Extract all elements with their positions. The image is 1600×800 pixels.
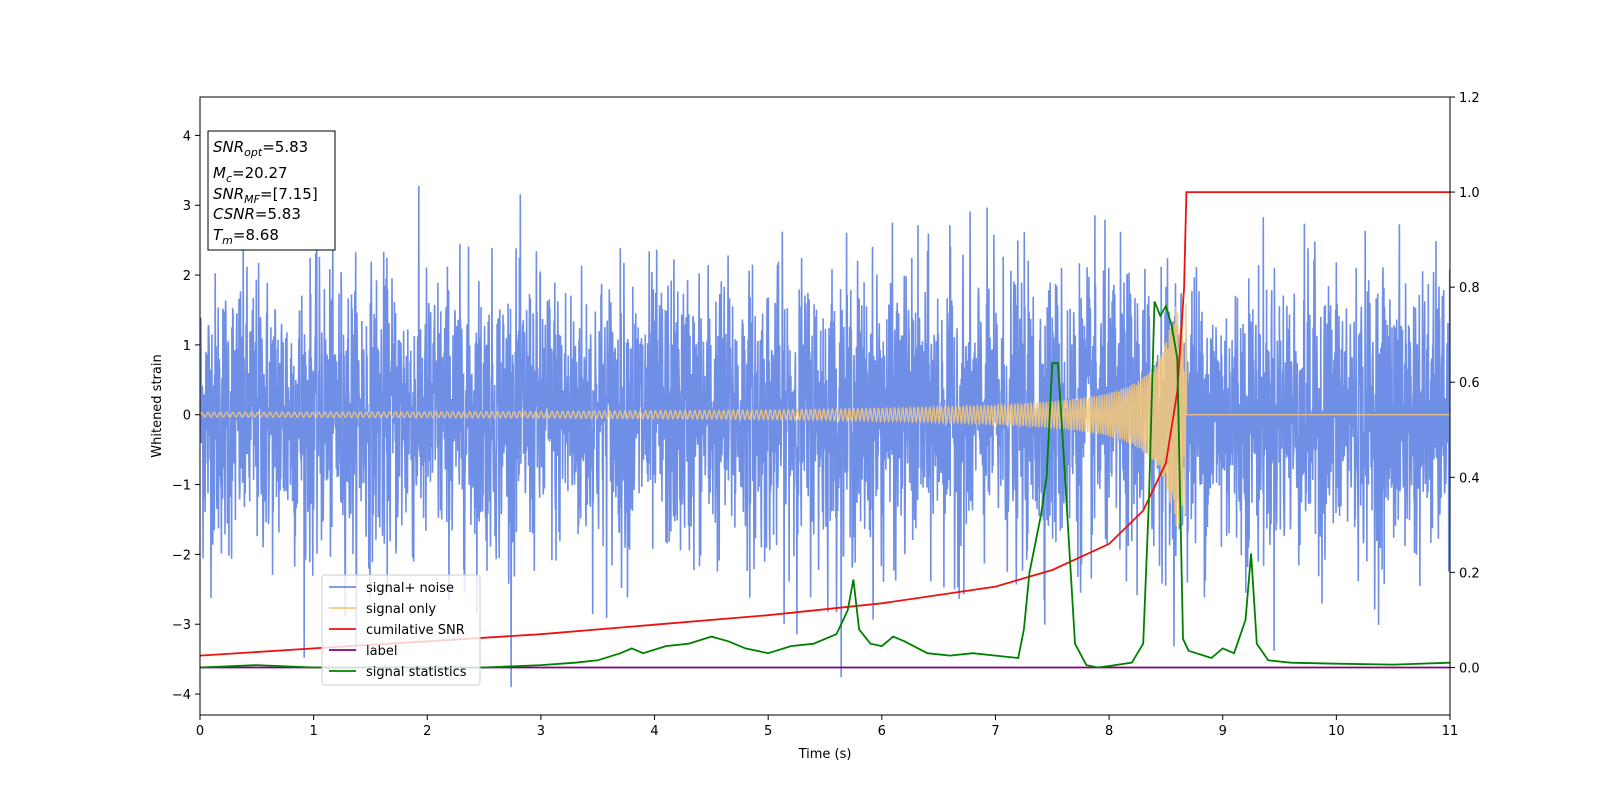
info-value: =[7.15] xyxy=(260,185,318,203)
x-tick-label: 11 xyxy=(1442,724,1459,739)
info-value: =8.68 xyxy=(233,226,279,244)
x-tick-label: 6 xyxy=(878,724,886,739)
y-left-tick-label: −1 xyxy=(172,479,191,494)
y-axis-left: −4 −3 −2 −1 0 1 2 3 4 xyxy=(172,129,200,703)
y-axis-label: Whitened strain xyxy=(150,354,165,457)
x-tick-label: 3 xyxy=(537,724,545,739)
info-symbol: T xyxy=(213,226,224,244)
x-tick-label: 0 xyxy=(196,724,204,739)
x-tick-label: 1 xyxy=(309,724,317,739)
info-subscript: opt xyxy=(244,146,263,159)
info-value: =20.27 xyxy=(232,164,288,182)
y-right-tick-label: 0.0 xyxy=(1459,661,1480,676)
y-right-tick-label: 1.2 xyxy=(1459,91,1480,106)
y-left-tick-label: −3 xyxy=(172,618,191,633)
legend-frame xyxy=(321,574,481,686)
info-box-frame xyxy=(207,130,336,251)
series-signal-only-line xyxy=(200,302,1450,527)
y-left-tick-label: 4 xyxy=(183,129,191,144)
info-box-line: Mc=20.27 xyxy=(213,164,288,185)
y-right-tick-label: 0.2 xyxy=(1459,566,1480,581)
y-right-tick-label: 0.8 xyxy=(1459,281,1480,296)
legend-label-label: label xyxy=(366,644,397,659)
x-tick-label: 8 xyxy=(1105,724,1113,739)
info-symbol: SNR xyxy=(213,138,244,156)
x-tick-label: 9 xyxy=(1219,724,1227,739)
x-tick-label: 4 xyxy=(650,724,658,739)
info-box-line: Tm=8.68 xyxy=(213,226,279,247)
info-subscript: m xyxy=(222,234,233,247)
y-left-tick-label: 2 xyxy=(183,269,191,284)
y-left-tick-label: −4 xyxy=(172,688,191,703)
info-subscript: c xyxy=(226,172,232,185)
info-box-line: CSNR=5.83 xyxy=(213,205,301,223)
x-tick-label: 7 xyxy=(991,724,999,739)
legend-label-signal-noise: signal+ noise xyxy=(366,581,454,596)
info-box: SNRopt=5.83Mc=20.27SNRMF=[7.15]CSNR=5.83… xyxy=(207,130,336,251)
info-subscript: MF xyxy=(244,193,260,206)
x-tick-label: 5 xyxy=(764,724,772,739)
x-tick-label: 2 xyxy=(423,724,431,739)
legend-label-signal-statistics: signal statistics xyxy=(366,665,467,680)
info-value: =5.83 xyxy=(255,205,301,223)
series-cumilative-snr-line xyxy=(200,191,1450,657)
y-right-tick-label: 1.0 xyxy=(1459,186,1480,201)
info-symbol: M xyxy=(213,164,226,182)
plot-frame xyxy=(199,96,1451,716)
info-box-line: SNRMF=[7.15] xyxy=(213,185,318,206)
series-signal-noise-line xyxy=(200,185,1450,688)
x-axis-label: Time (s) xyxy=(798,747,852,762)
info-box-line: SNRopt=5.83 xyxy=(213,138,308,159)
x-axis: 0 1 2 3 4 5 6 7 8 9 10 11 xyxy=(196,715,1458,739)
y-left-tick-label: 3 xyxy=(183,199,191,214)
legend-label-signal-only: signal only xyxy=(366,602,436,617)
y-right-tick-label: 0.4 xyxy=(1459,471,1480,486)
y-axis-right: 0.0 0.2 0.4 0.6 0.8 1.0 1.2 xyxy=(1450,91,1480,676)
x-tick-label: 10 xyxy=(1328,724,1345,739)
legend-label-cumilative-snr: cumilative SNR xyxy=(366,623,465,638)
info-symbol: SNR xyxy=(213,185,244,203)
y-left-tick-label: 1 xyxy=(183,339,191,354)
info-value: =5.83 xyxy=(262,138,308,156)
info-symbol: CSNR xyxy=(213,205,255,223)
y-right-tick-label: 0.6 xyxy=(1459,376,1480,391)
y-left-tick-label: −2 xyxy=(172,548,191,563)
series-signal-statistics-line xyxy=(200,301,1450,669)
legend: signal+ noise signal only cumilative SNR la… xyxy=(321,574,481,686)
y-left-tick-label: 0 xyxy=(183,409,191,424)
